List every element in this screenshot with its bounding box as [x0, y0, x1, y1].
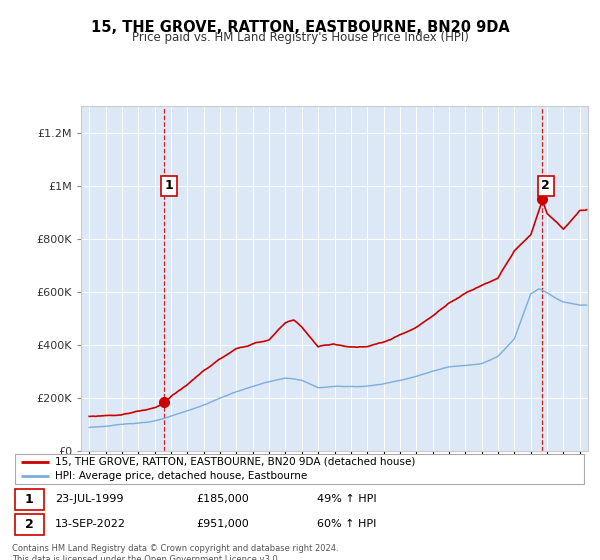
Text: 49% ↑ HPI: 49% ↑ HPI: [317, 494, 377, 505]
Text: 2: 2: [541, 179, 550, 193]
Text: HPI: Average price, detached house, Eastbourne: HPI: Average price, detached house, East…: [55, 471, 307, 481]
Text: 13-SEP-2022: 13-SEP-2022: [55, 520, 126, 530]
FancyBboxPatch shape: [15, 454, 584, 484]
Text: £185,000: £185,000: [196, 494, 249, 505]
Text: 2: 2: [25, 518, 34, 531]
Text: £951,000: £951,000: [196, 520, 249, 530]
Text: Contains HM Land Registry data © Crown copyright and database right 2024.
This d: Contains HM Land Registry data © Crown c…: [12, 544, 338, 560]
Text: 1: 1: [164, 179, 173, 193]
FancyBboxPatch shape: [15, 514, 44, 535]
Text: 60% ↑ HPI: 60% ↑ HPI: [317, 520, 377, 530]
Text: 1: 1: [25, 493, 34, 506]
Text: Price paid vs. HM Land Registry's House Price Index (HPI): Price paid vs. HM Land Registry's House …: [131, 31, 469, 44]
Text: 15, THE GROVE, RATTON, EASTBOURNE, BN20 9DA: 15, THE GROVE, RATTON, EASTBOURNE, BN20 …: [91, 20, 509, 35]
FancyBboxPatch shape: [15, 489, 44, 510]
Text: 23-JUL-1999: 23-JUL-1999: [55, 494, 124, 505]
Text: 15, THE GROVE, RATTON, EASTBOURNE, BN20 9DA (detached house): 15, THE GROVE, RATTON, EASTBOURNE, BN20 …: [55, 457, 416, 467]
